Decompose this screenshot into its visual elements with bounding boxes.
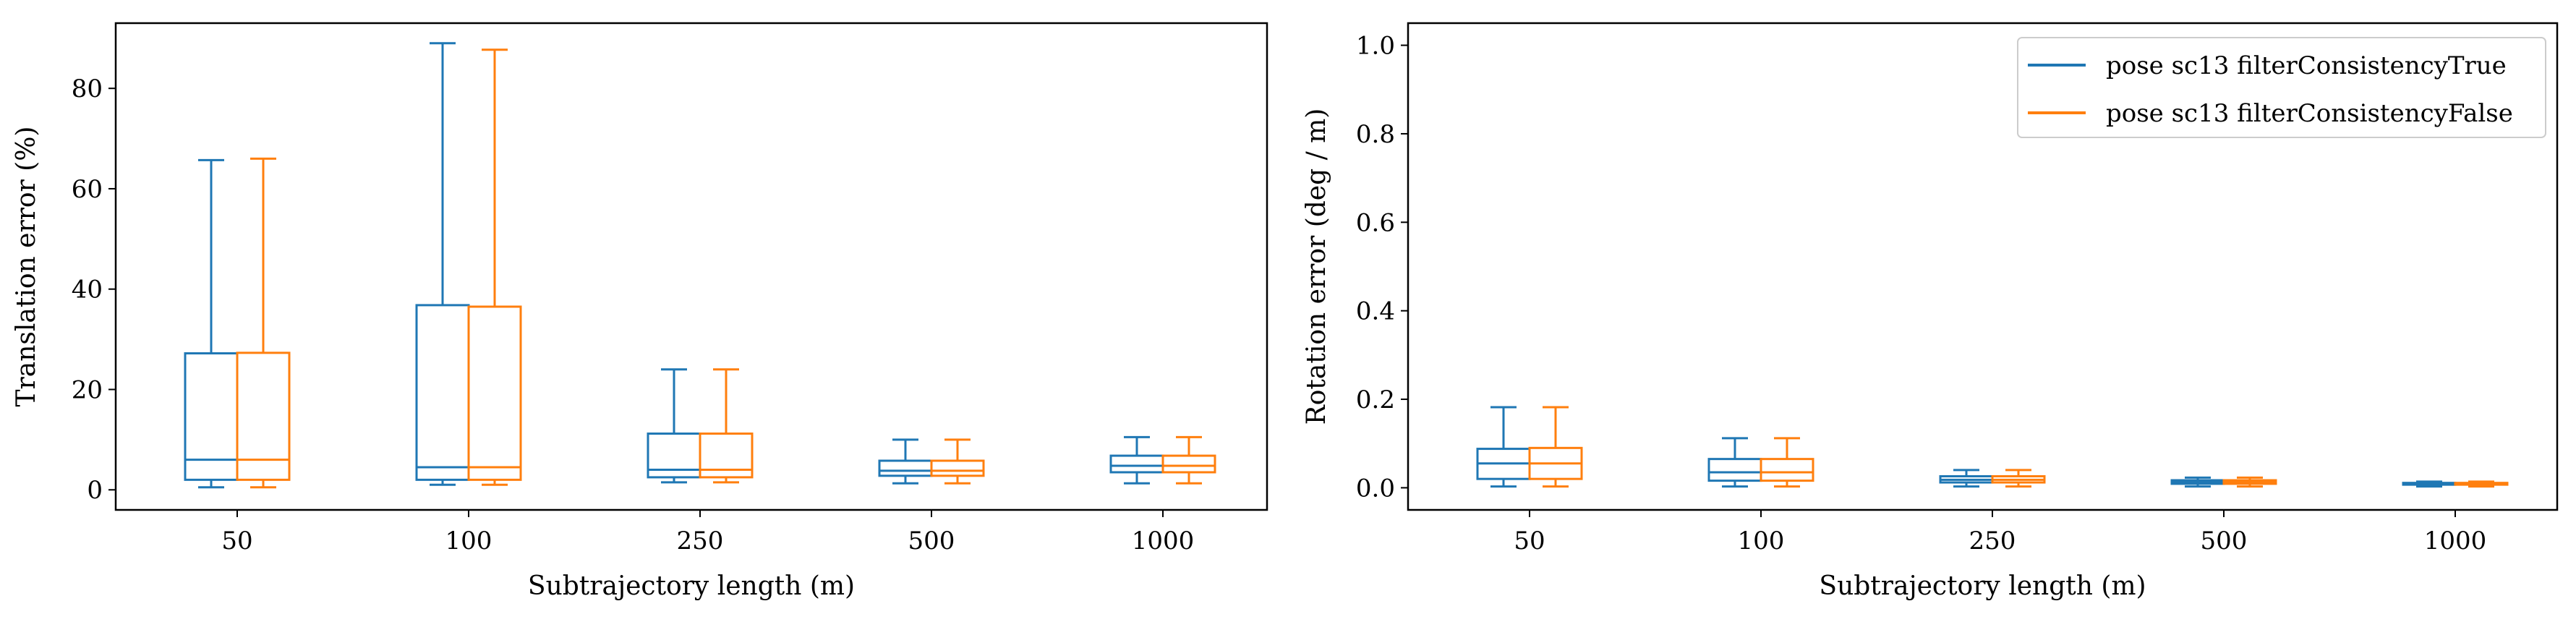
- translation-xtick-label: 50: [221, 527, 252, 555]
- translation-plot-frame: [114, 22, 1268, 511]
- rotation-plot-frame: [1407, 22, 2559, 511]
- rotation-ytick-label: 0.0: [1356, 474, 1395, 503]
- translation-xtick-label: 100: [445, 527, 492, 555]
- box-iqr: [930, 459, 985, 477]
- translation-box-true: [647, 368, 701, 484]
- rotation-box-false: [1760, 437, 1814, 488]
- rotation-box-true: [1939, 469, 1994, 488]
- rotation-box-true: [2402, 480, 2457, 488]
- translation-ytick-label: 60: [72, 175, 103, 204]
- rotation-ytick-label: 0.6: [1356, 208, 1395, 237]
- rotation-box-true: [2170, 476, 2225, 488]
- box-iqr: [467, 305, 522, 481]
- translation-xtick-label: 1000: [1132, 527, 1195, 555]
- box-iqr: [699, 433, 754, 479]
- translation-ytick-label: 20: [72, 375, 103, 404]
- rotation-xtick-label: 50: [1514, 527, 1545, 555]
- rotation-box-false: [1528, 406, 1583, 488]
- box-iqr: [184, 352, 239, 481]
- rotation-ytick-label: 0.4: [1356, 297, 1395, 326]
- box-iqr: [1760, 458, 1814, 482]
- rotation-box-false: [2454, 480, 2509, 488]
- translation-box-false: [699, 368, 754, 484]
- translation-box-true: [1109, 435, 1164, 485]
- translation-box-true: [415, 42, 470, 486]
- translation-x-axis-label: Subtrajectory length (m): [528, 571, 855, 601]
- rotation-box-false: [2222, 476, 2277, 488]
- rotation-xtick-label: 250: [1969, 527, 2016, 555]
- legend-label: pose sc13 filterConsistencyFalse: [2106, 99, 2513, 128]
- translation-box-true: [878, 438, 933, 485]
- translation-box-true: [184, 158, 239, 489]
- translation-xtick-label: 250: [677, 527, 724, 555]
- translation-error-panel: 0 20 40 60 80 50 100 250 500 1000 Subtrajectory le…: [12, 22, 1268, 601]
- rotation-box-true: [1707, 437, 1762, 488]
- translation-box-false: [1161, 435, 1216, 485]
- rotation-box-true: [1476, 406, 1531, 488]
- translation-y-axis-label: Translation error (%): [12, 127, 41, 407]
- rotation-xtick-label: 100: [1738, 527, 1785, 555]
- rotation-box-false: [1991, 469, 2046, 488]
- rotation-y-axis-label: Rotation error (deg / m): [1302, 108, 1331, 425]
- rotation-xtick-label: 500: [2201, 527, 2248, 555]
- translation-box-false: [236, 157, 291, 489]
- translation-xtick-label: 500: [908, 527, 955, 555]
- legend: pose sc13 filterConsistencyTrue pose sc13…: [2017, 37, 2546, 138]
- translation-box-false: [467, 48, 522, 486]
- translation-ytick-label: 40: [72, 276, 103, 304]
- box-iqr: [415, 304, 470, 481]
- box-iqr: [878, 459, 933, 477]
- rotation-ytick-label: 1.0: [1356, 32, 1395, 61]
- rotation-ytick-label: 0.8: [1356, 120, 1395, 149]
- translation-ytick-label: 80: [72, 74, 103, 103]
- box-iqr: [236, 352, 291, 481]
- rotation-ytick-label: 0.2: [1356, 385, 1395, 414]
- rotation-error-panel: 0.0 0.2 0.4 0.6 0.8 1.0 50 100 250 500 1000 Subtraj…: [1302, 22, 2559, 601]
- translation-box-false: [930, 438, 985, 485]
- box-iqr: [1707, 458, 1762, 482]
- legend-frame: [2017, 37, 2546, 138]
- rotation-xtick-label: 1000: [2424, 527, 2487, 555]
- rotation-x-axis-label: Subtrajectory length (m): [1819, 571, 2146, 601]
- box-iqr: [1109, 454, 1164, 474]
- translation-ytick-label: 0: [87, 476, 103, 505]
- legend-label: pose sc13 filterConsistencyTrue: [2106, 51, 2507, 80]
- box-iqr: [1161, 454, 1216, 474]
